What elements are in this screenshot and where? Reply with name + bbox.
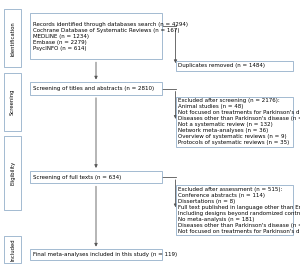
FancyBboxPatch shape	[30, 171, 162, 183]
FancyBboxPatch shape	[176, 185, 292, 235]
Text: Included: Included	[10, 238, 15, 261]
Text: Records identified through databases search (n = 4294)
Cochrane Database of Syst: Records identified through databases sea…	[33, 22, 188, 51]
Text: Final meta-analyses included in this study (n = 119): Final meta-analyses included in this stu…	[33, 252, 177, 257]
FancyBboxPatch shape	[176, 61, 292, 71]
FancyBboxPatch shape	[30, 82, 162, 95]
FancyBboxPatch shape	[4, 9, 21, 67]
FancyBboxPatch shape	[30, 13, 162, 59]
FancyBboxPatch shape	[4, 73, 21, 131]
Text: Excluded after screening (n = 2176):
Animal studies (n = 48)
Not focused on trea: Excluded after screening (n = 2176): Ani…	[178, 98, 300, 145]
Text: Screening of titles and abstracts (n = 2810): Screening of titles and abstracts (n = 2…	[33, 86, 154, 91]
Text: Screening of full texts (n = 634): Screening of full texts (n = 634)	[33, 175, 121, 180]
FancyBboxPatch shape	[4, 236, 21, 263]
Text: Identification: Identification	[10, 21, 15, 56]
Text: Eligibility: Eligibility	[10, 161, 15, 185]
Text: Screening: Screening	[10, 88, 15, 115]
FancyBboxPatch shape	[4, 136, 21, 210]
FancyBboxPatch shape	[30, 249, 162, 260]
Text: Duplicates removed (n = 1484): Duplicates removed (n = 1484)	[178, 64, 266, 68]
FancyBboxPatch shape	[176, 97, 292, 147]
Text: Excluded after assessment (n = 515):
Conference abstracts (n = 114)
Dissertation: Excluded after assessment (n = 515): Con…	[178, 187, 300, 234]
